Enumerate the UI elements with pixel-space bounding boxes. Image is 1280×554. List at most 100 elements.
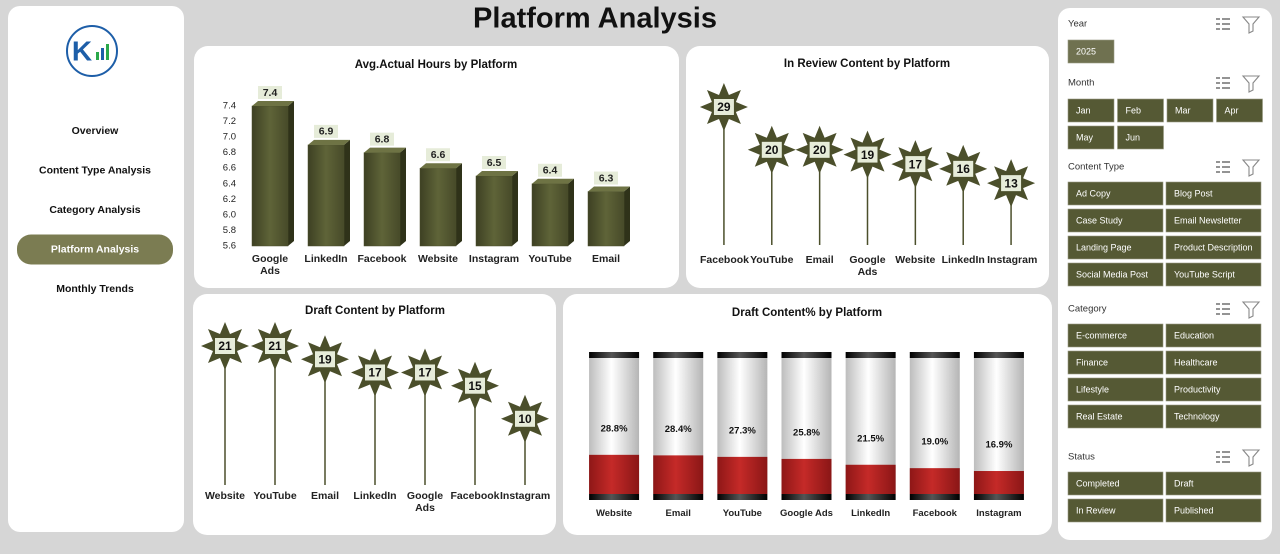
bar-top: [364, 147, 406, 153]
slicer-button[interactable]: [1067, 235, 1164, 260]
data-label: 17: [418, 366, 432, 380]
x-tick-label: Facebook: [450, 490, 500, 502]
slicer-option[interactable]: In Review: [1076, 505, 1116, 515]
data-label: 21: [268, 339, 282, 353]
bar-side: [288, 101, 294, 246]
data-label: 17: [368, 366, 382, 380]
slicer-option[interactable]: Blog Post: [1174, 188, 1213, 198]
slicer-button[interactable]: [1067, 350, 1164, 375]
y-tick-label: 6.4: [223, 178, 236, 189]
multi-select-icon[interactable]: [1216, 18, 1230, 30]
slicer-button[interactable]: [1165, 350, 1262, 375]
slicer-button[interactable]: [1165, 235, 1262, 260]
slicer-option[interactable]: Social Media Post: [1076, 269, 1149, 279]
slicer-option[interactable]: Email Newsletter: [1174, 215, 1242, 225]
multi-select-icon[interactable]: [1216, 77, 1230, 89]
slicer-button[interactable]: [1165, 404, 1262, 429]
nav-item[interactable]: Monthly Trends: [56, 283, 134, 295]
x-tick-label: Instagram: [500, 490, 551, 502]
data-label: 13: [1004, 176, 1018, 190]
slicer-button[interactable]: [1117, 125, 1164, 150]
slicer-button[interactable]: [1067, 208, 1164, 233]
y-tick-label: 6.2: [223, 194, 236, 205]
slicer-option[interactable]: Apr: [1225, 105, 1239, 115]
clear-filter-icon[interactable]: [1241, 16, 1261, 34]
x-tick-label: LinkedIn: [304, 253, 348, 265]
slicer-button[interactable]: [1165, 377, 1262, 402]
slicer-option[interactable]: Ad Copy: [1076, 188, 1111, 198]
slicer-button[interactable]: [1165, 498, 1262, 523]
tube-cap: [653, 352, 704, 358]
clear-filter-icon[interactable]: [1241, 75, 1261, 93]
nav-panel: [8, 6, 184, 532]
slicer-option[interactable]: Education: [1174, 330, 1214, 340]
chart-title: In Review Content by Platform: [784, 58, 950, 70]
nav-item[interactable]: Overview: [72, 125, 120, 137]
slicer-option[interactable]: E-commerce: [1076, 330, 1127, 340]
slicer-button[interactable]: [1067, 39, 1115, 64]
slicer-option[interactable]: Draft: [1174, 478, 1194, 488]
nav-item[interactable]: Platform Analysis: [51, 243, 139, 255]
slicer-button[interactable]: [1165, 181, 1262, 206]
slicer-option[interactable]: Landing Page: [1076, 242, 1132, 252]
slicer-option[interactable]: Productivity: [1174, 384, 1221, 394]
clear-filter-icon[interactable]: [1241, 301, 1261, 319]
slicer-option[interactable]: Completed: [1076, 478, 1120, 488]
multi-select-icon[interactable]: [1216, 451, 1230, 463]
slicer-button[interactable]: [1165, 262, 1262, 287]
x-tick-label: Email: [805, 254, 834, 266]
bar-top: [252, 101, 294, 106]
slicer-button[interactable]: [1216, 98, 1263, 123]
data-label: 6.8: [375, 133, 390, 145]
bar: [845, 464, 896, 494]
slicer-button[interactable]: [1165, 208, 1262, 233]
data-label: 20: [813, 143, 827, 157]
slicer-button[interactable]: [1067, 98, 1115, 123]
slicer-option[interactable]: Feb: [1126, 105, 1142, 115]
slicer-option[interactable]: YouTube Script: [1174, 269, 1235, 279]
slicer-button[interactable]: [1067, 404, 1164, 429]
slicer-option[interactable]: 2025: [1076, 46, 1096, 56]
slicer-option[interactable]: Lifestyle: [1076, 384, 1109, 394]
slicer-option[interactable]: Jan: [1076, 105, 1091, 115]
clear-filter-icon[interactable]: [1241, 449, 1261, 467]
slicer-button[interactable]: [1067, 471, 1164, 496]
data-label-box: [857, 146, 878, 163]
slicer-button[interactable]: [1165, 323, 1262, 348]
slicer-option[interactable]: Jun: [1126, 132, 1141, 142]
slicer-button[interactable]: [1067, 323, 1164, 348]
slicer-title: Category: [1068, 304, 1107, 315]
data-label-box: [905, 156, 926, 173]
slicer-option[interactable]: Product Description: [1174, 242, 1253, 252]
slicer-option[interactable]: Real Estate: [1076, 411, 1123, 421]
nav-item[interactable]: Category Analysis: [49, 204, 140, 216]
clear-filter-icon[interactable]: [1241, 159, 1261, 177]
slicer-option[interactable]: Mar: [1175, 105, 1191, 115]
slicer-button[interactable]: [1067, 498, 1164, 523]
multi-select-icon[interactable]: [1216, 303, 1230, 315]
slicer-button[interactable]: [1165, 471, 1262, 496]
slicer-option[interactable]: Case Study: [1076, 215, 1123, 225]
nav-item[interactable]: Content Type Analysis: [39, 164, 151, 176]
slicer-option[interactable]: Technology: [1174, 411, 1220, 421]
tube-cap: [973, 494, 1024, 500]
y-tick-label: 7.4: [223, 101, 236, 112]
data-label-box: [314, 124, 338, 138]
slicer-button[interactable]: [1067, 262, 1164, 287]
data-label: 19.0%: [921, 437, 948, 448]
multi-select-icon[interactable]: [1216, 161, 1230, 173]
slicer-option[interactable]: Finance: [1076, 357, 1108, 367]
nav-active: [17, 234, 173, 265]
data-label: 6.4: [543, 165, 558, 177]
slicer-button[interactable]: [1117, 98, 1164, 123]
slicer-button[interactable]: [1067, 181, 1164, 206]
slicer-option[interactable]: May: [1076, 132, 1094, 142]
slicer-button[interactable]: [1067, 377, 1164, 402]
slicer-button[interactable]: [1067, 125, 1115, 150]
slicer-button[interactable]: [1166, 98, 1214, 123]
slicer-option[interactable]: Healthcare: [1174, 357, 1218, 367]
bar-side: [568, 178, 574, 246]
x-tick-label: Website: [417, 253, 459, 265]
slicer-option[interactable]: Published: [1174, 505, 1214, 515]
bar-side: [456, 163, 462, 246]
